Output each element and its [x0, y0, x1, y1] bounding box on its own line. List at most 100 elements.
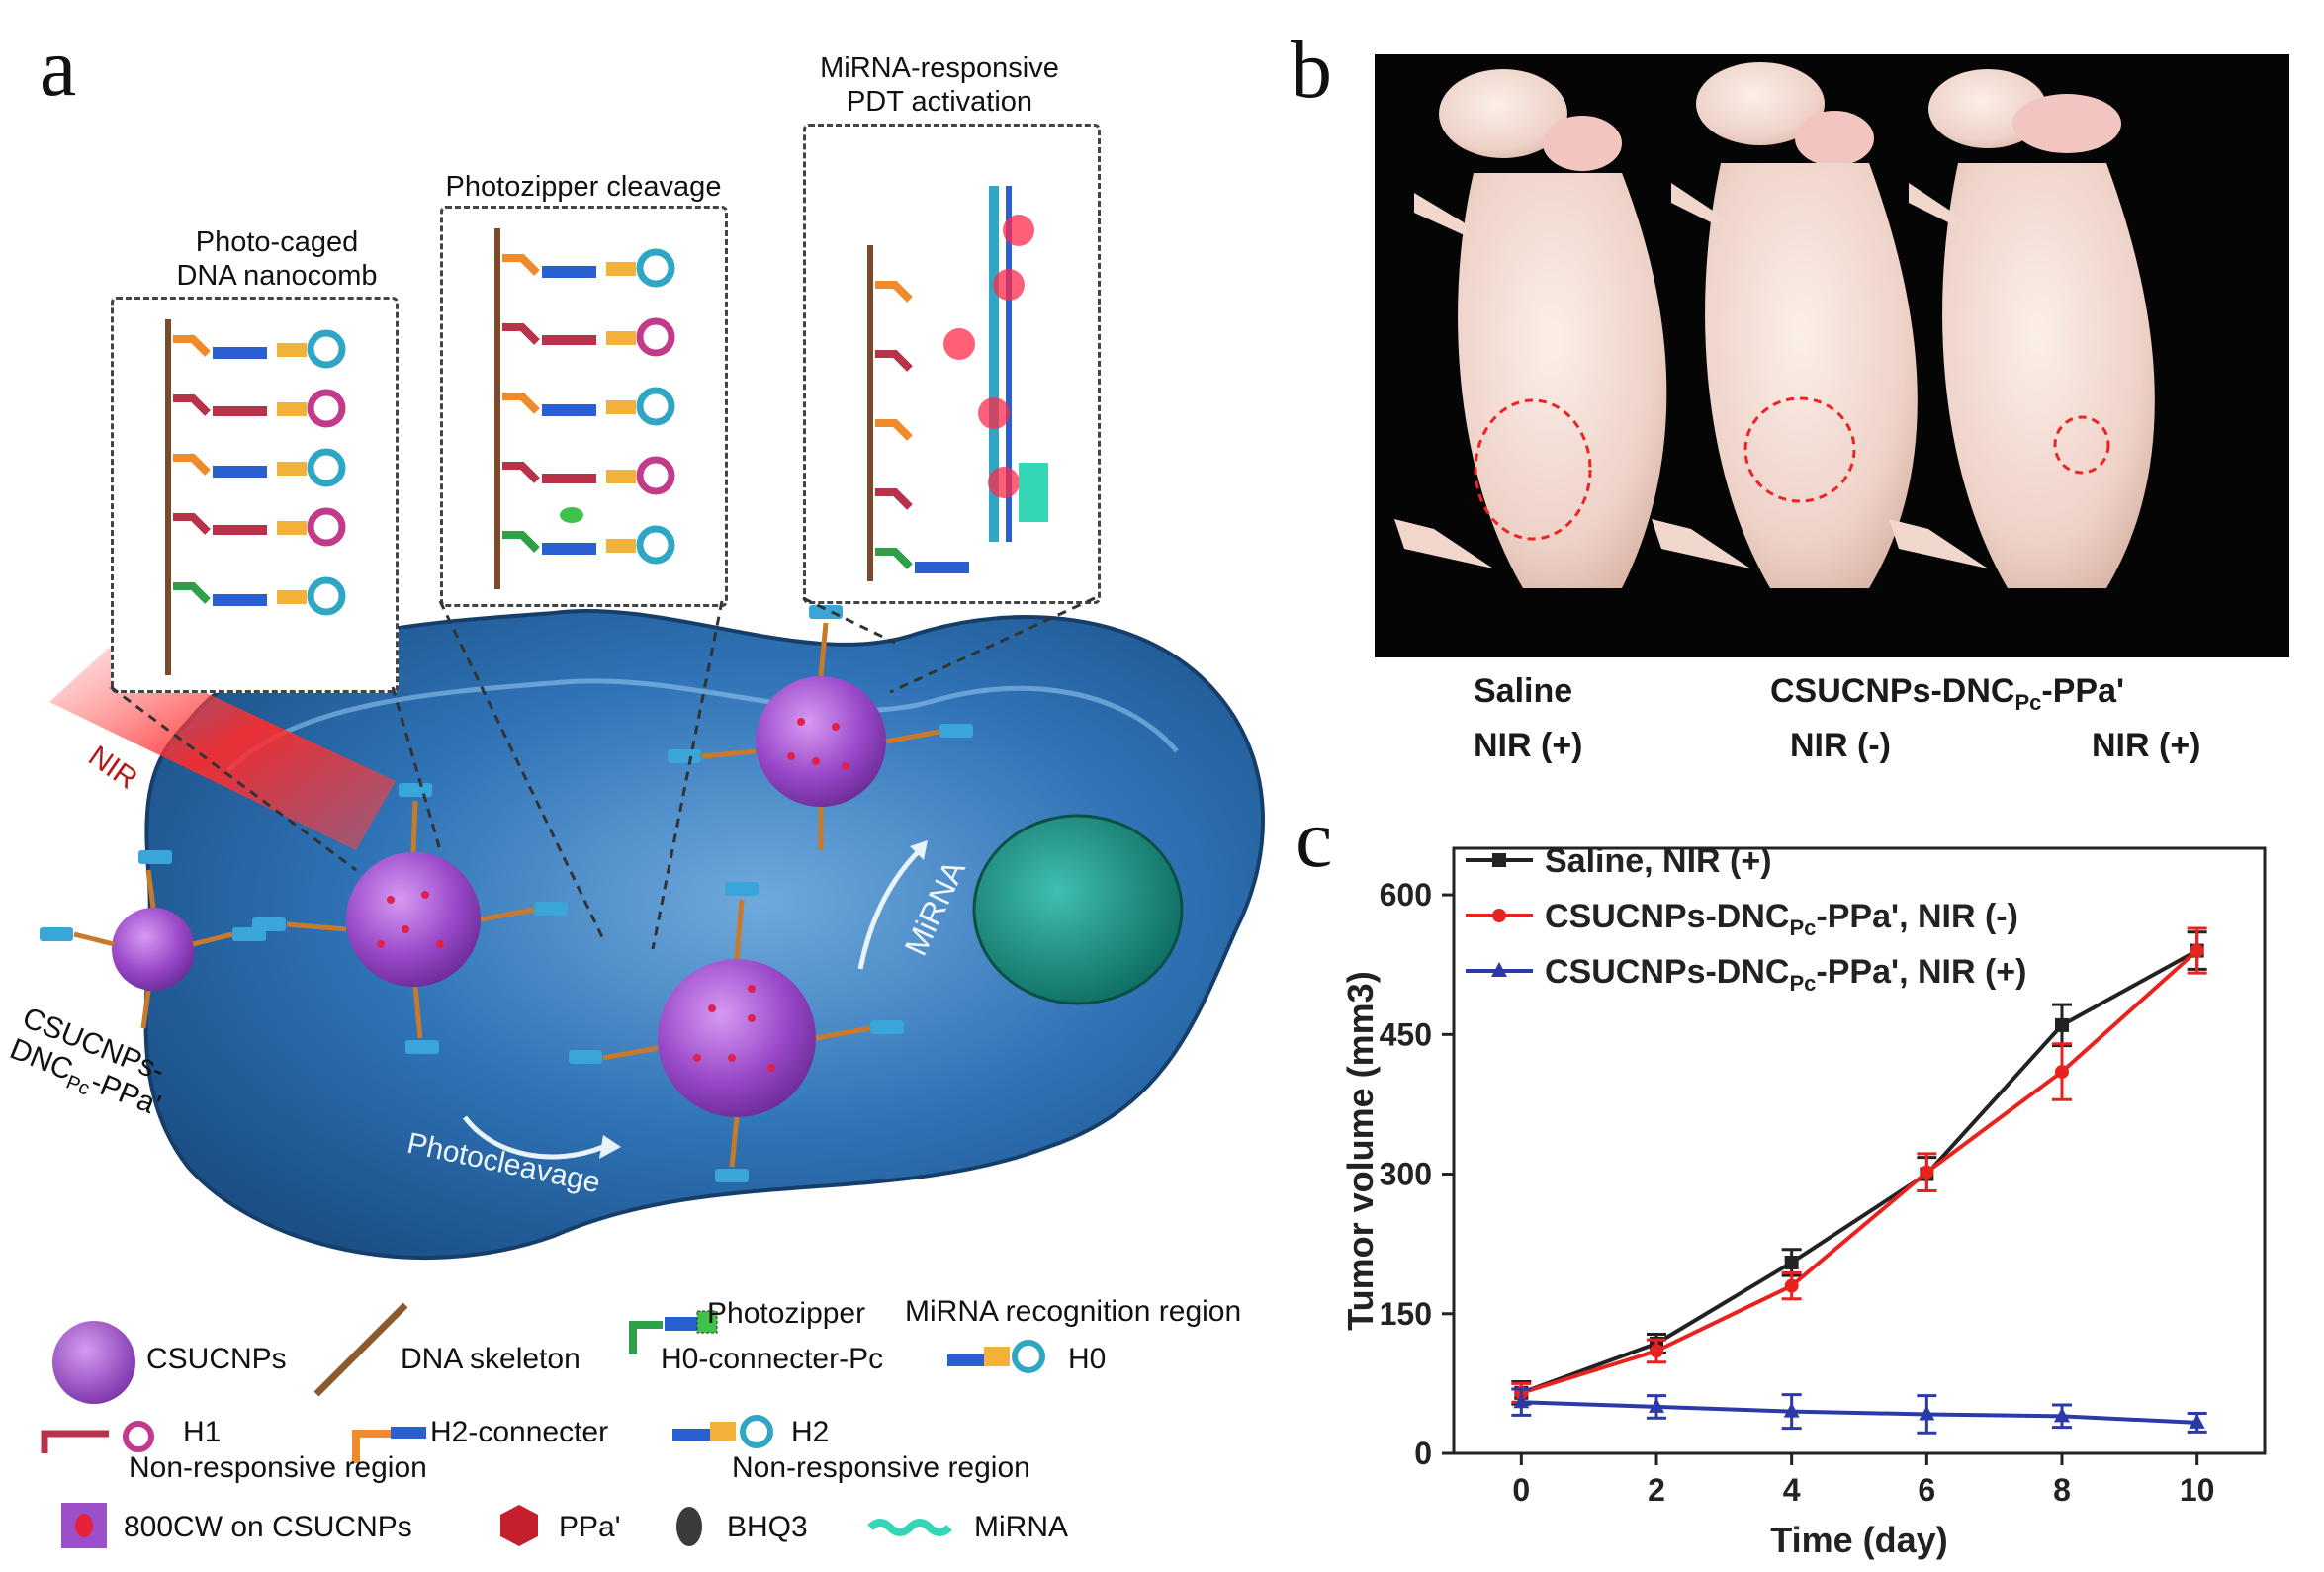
- panel-a-illustration: [40, 605, 1265, 1260]
- legend-mirna-recognition: MiRNA recognition region: [905, 1295, 1242, 1328]
- legend-h2: H2: [791, 1416, 830, 1448]
- box3-title-line2: PDT activation: [846, 86, 1033, 118]
- legend-label: CSUCNPs-DNCPc-PPa', NIR (-): [1545, 898, 2018, 940]
- legend-marker: [1491, 962, 1507, 977]
- data-point: [1784, 1255, 1799, 1269]
- y-tick-label: 600: [1380, 877, 1432, 913]
- label-csucnps-sub: Pc: [2014, 689, 2042, 715]
- x-tick-label: 2: [1648, 1472, 1665, 1508]
- particle-2: [658, 959, 816, 1117]
- legend-label: Saline, NIR (+): [1545, 842, 1772, 880]
- box1-title-line2: DNA nanocomb: [176, 260, 378, 292]
- panel-label-b: b: [1291, 24, 1332, 116]
- box1-title: Photo-caged DNA nanocomb: [148, 225, 405, 293]
- data-point: [2055, 1017, 2069, 1032]
- box-photozipper: [440, 206, 728, 607]
- box2-title-line1: Photozipper cleavage: [445, 171, 722, 203]
- tumor-volume-chart: 0 150 300 450 600 0 2 4 6 8 10 Time (day) Tumor volu…: [1340, 842, 2267, 1560]
- label-saline: Saline: [1474, 672, 1573, 710]
- legend-ppa: PPa': [559, 1511, 621, 1543]
- data-point: [2055, 1064, 2069, 1079]
- particle-3: [756, 676, 886, 807]
- x-tick-label: 6: [1918, 1472, 1935, 1508]
- y-tick-label: 450: [1380, 1016, 1432, 1052]
- mirna-arrow: [857, 848, 922, 970]
- nanocomb-diagram-1: [165, 319, 346, 675]
- mice-illustration: [1394, 62, 2155, 588]
- mouse-saline: [1394, 69, 1667, 588]
- legend-label-sub: Pc: [1789, 916, 1816, 940]
- label-csucnps-main: CSUCNPs-DNC: [1770, 672, 2015, 710]
- box3-title-line1: MiRNA-responsive: [820, 52, 1059, 84]
- tumor-circle-3: [2053, 415, 2110, 475]
- y-axis-label: Tumor volume (mm3): [1340, 971, 1381, 1330]
- y-tick-label: 0: [1414, 1436, 1432, 1471]
- x-tick-label: 8: [2053, 1472, 2071, 1508]
- x-axis-label: Time (day): [1770, 1520, 1947, 1560]
- legend-marker: [1492, 853, 1506, 867]
- mice-photo: [1375, 54, 2289, 657]
- panel-label-a: a: [40, 22, 77, 114]
- plot-frame: [1452, 846, 2267, 1455]
- legend-label-tail: -PPa', NIR (+): [1816, 953, 2026, 991]
- data-point: [1784, 1278, 1799, 1293]
- nir-beam: [49, 648, 396, 850]
- label-csucnps-tail: -PPa': [2041, 672, 2125, 710]
- legend-dna-skeleton: DNA skeleton: [401, 1343, 581, 1375]
- data-point: [1513, 1393, 1530, 1409]
- label-nir-plus-2: NIR (+): [2092, 727, 2201, 764]
- legend-mirna: MiRNA: [974, 1511, 1068, 1543]
- legend-non-responsive-1: Non-responsive region: [129, 1451, 427, 1484]
- legend-icons: [41, 1302, 1045, 1548]
- label-csucnps: CSUCNPs-DNCPc-PPa': [1770, 672, 2124, 716]
- nanocomb-diagram-3: [867, 186, 1048, 581]
- box-photo-caged: [111, 297, 399, 693]
- legend-label: CSUCNPs-DNCPc-PPa', NIR (+): [1545, 953, 2026, 996]
- data-point: [2054, 1407, 2070, 1423]
- y-tick-label: 150: [1380, 1296, 1432, 1332]
- x-tick-label: 0: [1512, 1472, 1530, 1508]
- data-point: [2189, 1413, 2205, 1429]
- series-line: [1521, 1400, 2197, 1425]
- series-2: [1511, 1387, 2207, 1435]
- nucleus: [972, 814, 1184, 1005]
- particle-1: [346, 852, 481, 987]
- mouse-nir-plus: [1889, 69, 2155, 588]
- label-nir-minus: NIR (-): [1790, 727, 1891, 764]
- nanocomb-diagram-2: [494, 228, 675, 589]
- label-nir-plus-1: NIR (+): [1474, 727, 1583, 764]
- data-point: [1650, 1344, 1663, 1358]
- series-1: [1511, 926, 2207, 1404]
- legend-label-main: Saline, NIR (+): [1545, 842, 1772, 880]
- x-tick-label: 4: [1783, 1472, 1801, 1508]
- box1-title-line1: Photo-caged: [195, 226, 359, 258]
- legend-h0-connecter: H0-connecter-Pc: [661, 1343, 884, 1375]
- legend-label-main: CSUCNPs-DNC: [1545, 898, 1789, 935]
- legend-h2-connecter: H2-connecter: [430, 1416, 609, 1448]
- series-0: [1511, 930, 2207, 1406]
- panel-label-c: c: [1296, 793, 1333, 885]
- legend-bhq3: BHQ3: [727, 1511, 808, 1543]
- data-point: [1919, 1405, 1935, 1421]
- box2-title: Photozipper cleavage: [415, 170, 752, 204]
- legend-photozipper: Photozipper: [707, 1297, 866, 1330]
- series-line: [1520, 949, 2199, 1395]
- legend-h0: H0: [1068, 1343, 1107, 1375]
- tumor-circle-2: [1743, 396, 1856, 503]
- data-point: [1783, 1402, 1800, 1418]
- legend-label-tail: -PPa', NIR (-): [1816, 898, 2018, 935]
- box3-title: MiRNA-responsive PDT activation: [781, 51, 1098, 119]
- particle-outside: [112, 908, 195, 991]
- tumor-circle-1: [1474, 398, 1592, 541]
- series-line: [1520, 948, 2198, 1395]
- data-point: [1920, 1165, 1934, 1179]
- x-tick-label: 10: [2180, 1472, 2215, 1508]
- cell-body: [143, 608, 1265, 1260]
- legend-non-responsive-2: Non-responsive region: [732, 1451, 1030, 1484]
- connector-lines: [110, 596, 1096, 950]
- data-point: [1649, 1397, 1664, 1413]
- mouse-nir-minus: [1652, 62, 1918, 588]
- box-mirna-pdt: [803, 124, 1101, 604]
- legend-800cw: 800CW on CSUCNPs: [124, 1511, 412, 1543]
- legend-label-main: CSUCNPs-DNC: [1545, 953, 1789, 991]
